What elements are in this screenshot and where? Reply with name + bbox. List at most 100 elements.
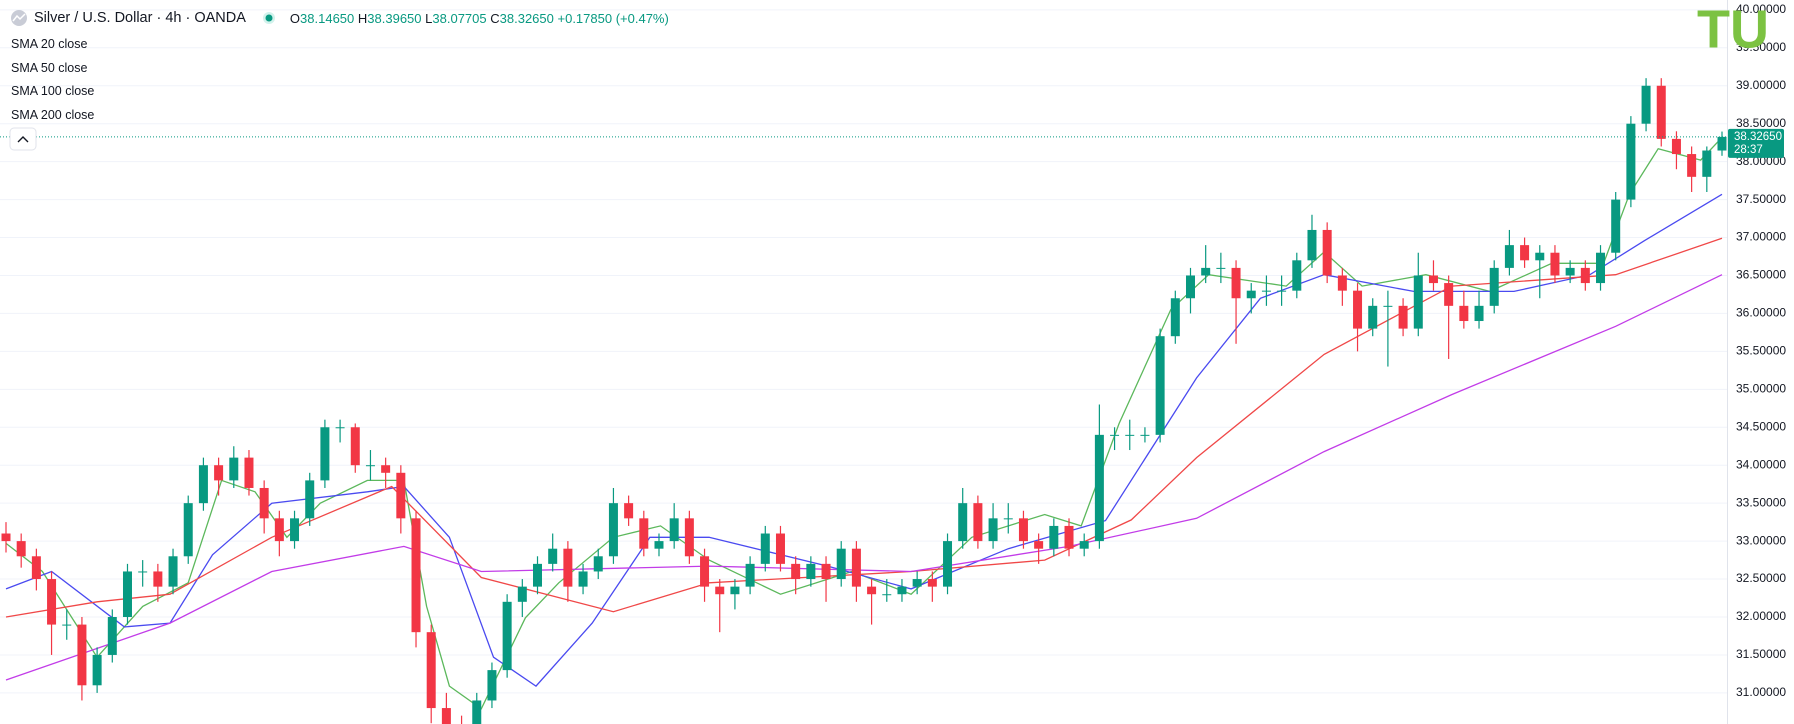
price-tag-value: 38.32650: [1734, 131, 1782, 143]
candle-body: [745, 563, 755, 587]
high-label: H: [357, 10, 368, 26]
y-tick-label: 36.00000: [1736, 306, 1786, 320]
ohlc-values: O38.14650 H38.39650 L38.07705 C38.32650 …: [290, 11, 669, 26]
change-value: +0.17850 (+0.47%): [557, 10, 669, 26]
collapse-button[interactable]: [9, 127, 37, 151]
candle-body: [775, 533, 785, 564]
candle-body: [365, 465, 375, 467]
candle-body: [1337, 275, 1347, 291]
candle-body: [426, 632, 436, 709]
candle-body: [77, 624, 87, 686]
low-value: 38.07705: [432, 10, 487, 26]
candle-body: [1717, 136, 1727, 151]
candle-body: [290, 518, 300, 542]
candle-body: [122, 571, 132, 617]
candle-body: [897, 586, 907, 595]
y-tick-label: 40.00000: [1736, 2, 1786, 16]
candle-body: [988, 518, 998, 542]
candle-body: [867, 586, 877, 595]
candle-body: [760, 533, 770, 564]
candle-body: [563, 548, 573, 587]
candle-body: [1565, 267, 1575, 276]
candle-body: [1034, 541, 1044, 549]
candle-body: [1231, 267, 1241, 299]
candle-body: [533, 563, 543, 587]
open-label: O: [289, 10, 301, 26]
candle-body: [1626, 123, 1636, 200]
y-tick-label: 32.00000: [1736, 609, 1786, 623]
sma-line: [5, 274, 1723, 681]
candle-body: [1687, 154, 1697, 177]
candle-body: [335, 427, 345, 429]
close-value: 38.32650: [499, 10, 554, 26]
candle-body: [1383, 305, 1393, 307]
candle-body: [153, 571, 163, 587]
candle-body: [548, 548, 558, 564]
candle-body: [1504, 245, 1514, 268]
candle-body: [1201, 267, 1211, 276]
price-tag: [1728, 128, 1784, 158]
legend-entry[interactable]: SMA 100 close: [11, 84, 95, 99]
candle-body: [1580, 267, 1590, 284]
candle-body: [441, 708, 451, 724]
y-tick-label: 34.50000: [1736, 419, 1786, 433]
y-tick-label: 37.50000: [1736, 192, 1786, 206]
candle-body: [1702, 150, 1712, 177]
high-value: 38.39650: [367, 10, 422, 26]
candle-body: [1641, 85, 1651, 124]
candle-body: [1322, 229, 1332, 276]
candle-body: [1671, 138, 1681, 155]
candle-body: [1489, 267, 1499, 306]
candle-body: [1170, 298, 1180, 337]
legend-entry[interactable]: SMA 200 close: [11, 107, 95, 122]
candle-body: [639, 518, 649, 549]
candle-body: [229, 457, 239, 481]
candle-body: [684, 518, 694, 557]
candle-body: [517, 586, 527, 602]
open-value: 38.14650: [300, 10, 355, 26]
legend-entry[interactable]: SMA 20 close: [11, 37, 88, 51]
candle-body: [912, 579, 922, 587]
candle-body: [624, 503, 634, 519]
candle-body: [669, 518, 679, 542]
collapse-button-box[interactable]: [9, 127, 37, 151]
y-tick-label: 33.00000: [1736, 533, 1786, 547]
candle-body: [198, 465, 208, 504]
candle-body: [411, 518, 421, 633]
candle-body: [1413, 275, 1423, 329]
candle-body: [882, 594, 892, 596]
candle-body: [1140, 434, 1150, 436]
market-status: [262, 12, 275, 24]
candle-body: [730, 586, 740, 595]
candle-body: [1474, 305, 1484, 322]
candle-body: [973, 503, 983, 542]
symbol-title[interactable]: Silver / U.S. Dollar · 4h · OANDA: [34, 10, 246, 26]
candle-body: [62, 624, 72, 626]
candle-body: [1185, 275, 1195, 299]
candle-body: [806, 563, 816, 580]
candle-body: [958, 503, 968, 542]
candle-body: [183, 503, 193, 557]
candle-body: [396, 472, 406, 519]
candle-body: [350, 427, 360, 466]
candle-body: [608, 503, 618, 557]
candle-body: [1656, 85, 1666, 139]
candle-body: [47, 579, 57, 625]
candle-body: [1049, 525, 1059, 549]
candle-body: [320, 427, 330, 481]
candle-body: [1246, 290, 1256, 299]
candle-body: [1079, 541, 1089, 549]
legend-entry[interactable]: SMA 50 close: [11, 60, 88, 75]
y-tick-label: 34.00000: [1736, 457, 1786, 471]
candle-body: [1520, 245, 1530, 261]
candle-body: [259, 487, 269, 519]
candle-body: [305, 480, 315, 519]
candle-body: [1550, 252, 1560, 276]
y-tick-label: 36.50000: [1736, 268, 1786, 282]
candle-body: [1611, 199, 1621, 253]
candle-body: [138, 571, 148, 573]
candle-body: [1064, 525, 1074, 549]
